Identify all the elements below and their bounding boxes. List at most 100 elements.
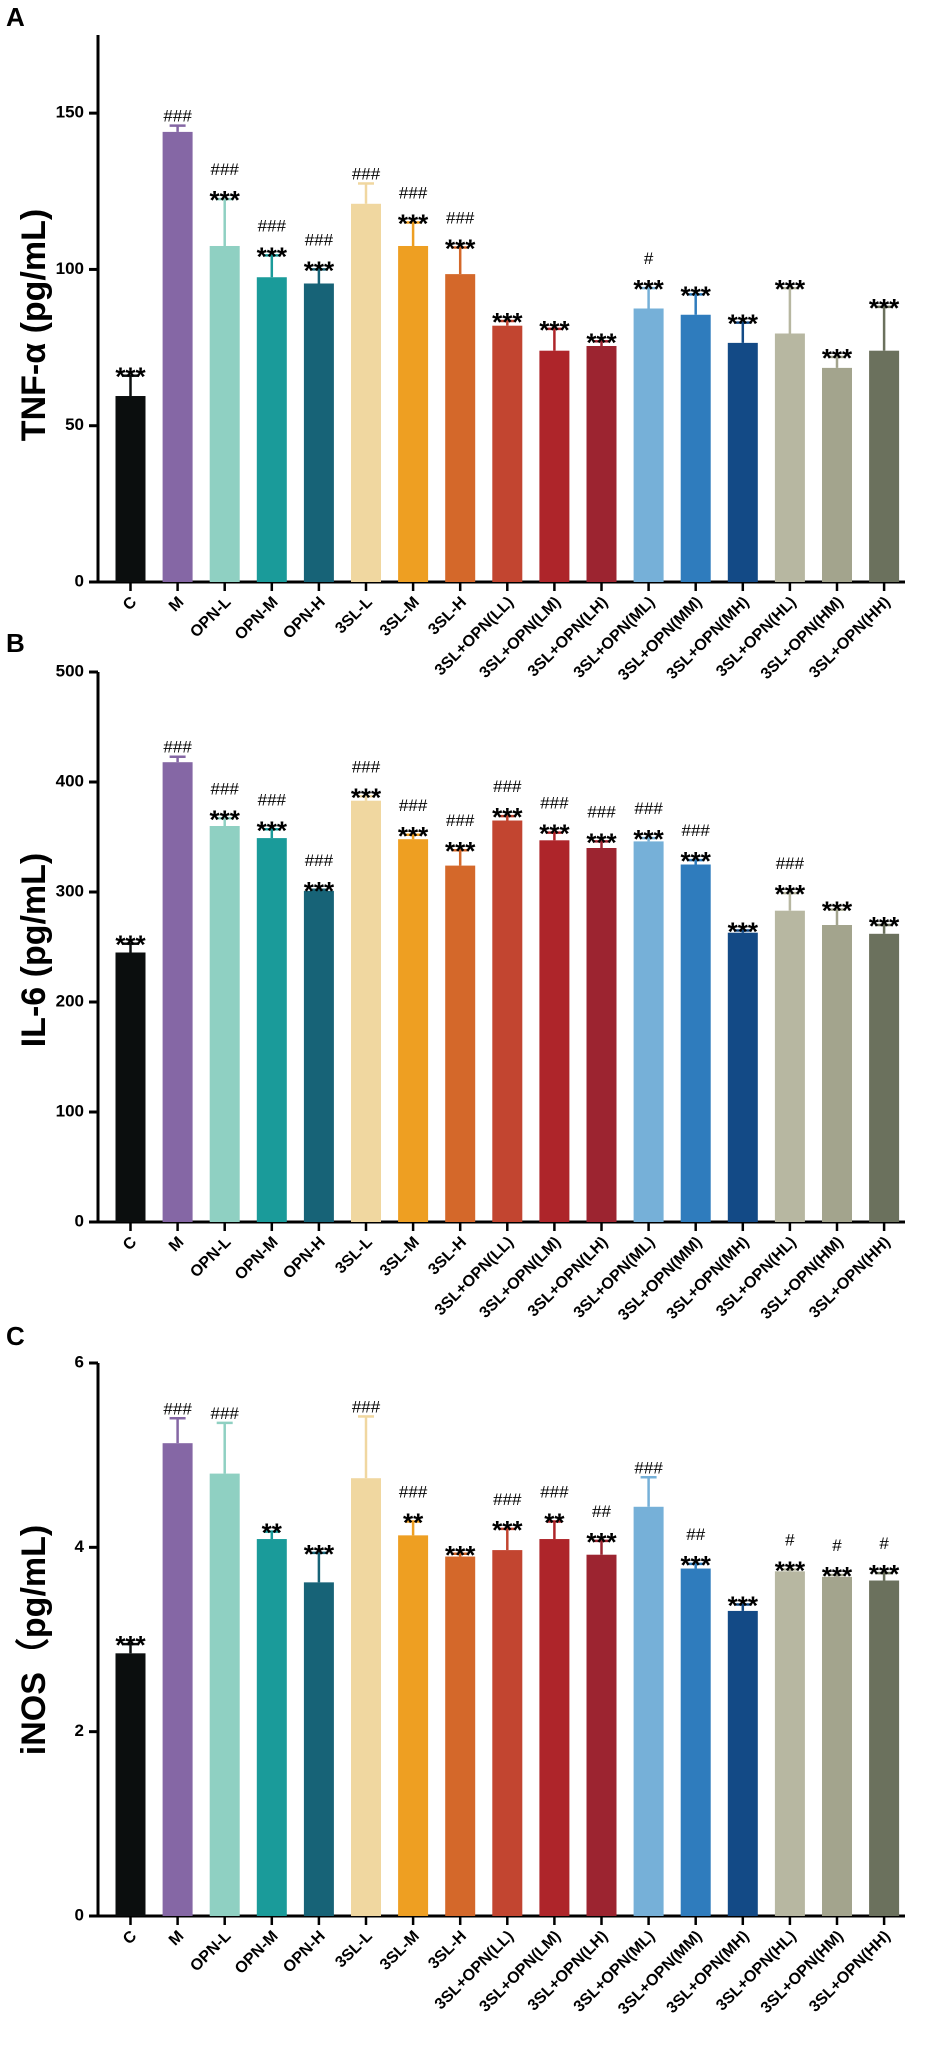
panel-c-significance-hash: #: [785, 1530, 795, 1549]
panel-b-significance-hash: ###: [163, 738, 192, 757]
panel-a-significance-hash: ###: [399, 184, 428, 203]
panel-a-bar: [445, 274, 476, 582]
panel-a-y-tick-label: 100: [56, 259, 84, 278]
panel-c-bar: [162, 1443, 193, 1916]
panel-b-x-tick-label: C: [120, 1233, 141, 1254]
panel-b-bar: [115, 952, 146, 1222]
panel-c-x-tick-label: 3SL-M: [377, 1928, 423, 1974]
panel-b-x-tick-label: 3SL+OPN(HM): [758, 1234, 847, 1323]
panel-b-x-tick-label: OPN-L: [187, 1234, 234, 1281]
panel-b-bar: [822, 925, 852, 1222]
panel-c-x-tick-label: C: [120, 1927, 141, 1948]
panel-a-significance-stars: ***: [539, 315, 570, 345]
panel-c-label: C: [6, 1321, 25, 1351]
panel-c-significance-stars: ***: [775, 1555, 806, 1585]
panel-c-significance-hash: ###: [211, 1404, 240, 1423]
panel-b-x-tick-label: M: [166, 1234, 187, 1255]
panel-b-significance-hash: ###: [776, 854, 805, 873]
panel-a-x-tick-label: 3SL-H: [425, 594, 470, 639]
panel-c-x-tick-label: M: [166, 1928, 187, 1949]
panel-a-x-tick-label: 3SL+OPN(HM): [758, 594, 847, 683]
panel-b-x-tick-label: 3SL-M: [377, 1234, 423, 1280]
panel-a-significance-stars: ***: [681, 280, 712, 310]
panel-a-x-tick-label: OPN-L: [187, 594, 234, 641]
panel-c-significance-stars: ***: [115, 1630, 146, 1660]
panel-b-significance-hash: ###: [634, 799, 663, 818]
panel-a-significance-stars: ***: [492, 307, 523, 337]
panel-a-x-tick-label: 3SL+OPN(MH): [664, 594, 753, 683]
panel-c-bar: [492, 1550, 523, 1916]
panel-b-x-tick-label: OPN-H: [280, 1234, 328, 1282]
panel-b-significance-stars: ***: [633, 824, 664, 854]
panel-a-bar: [869, 350, 900, 582]
panel-c-significance-hash: ##: [686, 1525, 705, 1544]
panel-c-bar: [633, 1506, 664, 1916]
panel-c-significance-hash: ###: [399, 1483, 428, 1502]
panel-c-significance-stars: ***: [822, 1561, 853, 1591]
panel-b-significance-stars: ***: [539, 819, 570, 849]
panel-b-significance-hash: ###: [587, 802, 616, 821]
panel-a-significance-hash: ###: [163, 107, 192, 126]
panel-c-bar: [398, 1535, 429, 1916]
panel-b-bar: [680, 864, 711, 1222]
panel-b-significance-stars: ***: [492, 802, 523, 832]
panel-a-significance-hash: ###: [258, 216, 287, 235]
panel-b-x-tick-label: 3SL+OPN(MM): [615, 1234, 705, 1324]
panel-c-bar: [727, 1610, 758, 1916]
panel-c-significance-hash: ##: [592, 1502, 611, 1521]
panel-c-bar: [115, 1653, 146, 1916]
panel-c-significance-hash: ###: [163, 1399, 192, 1418]
panel-c-significance-hash: #: [879, 1534, 889, 1553]
panel-a-significance-stars: ***: [304, 255, 335, 285]
panel-b-y-tick-label: 300: [56, 881, 84, 900]
panel-b-significance-stars: ***: [869, 911, 900, 941]
panel-b-x-tick-label: 3SL+OPN(ML): [571, 1234, 659, 1322]
panel-c-x-tick-label: OPN-H: [280, 1928, 328, 1976]
panel-c-x-tick-label: OPN-L: [187, 1928, 234, 1975]
panel-b-significance-hash: ###: [446, 811, 475, 830]
panel-b-significance-hash: ###: [540, 794, 569, 813]
panel-b-bar: [445, 865, 476, 1222]
panel-b-significance-stars: ***: [822, 896, 853, 926]
panel-a-x-tick-label: OPN-H: [280, 594, 328, 642]
panel-a-bar: [586, 346, 617, 582]
panel-b-significance-hash: ###: [305, 851, 334, 870]
panel-b-y-tick-label: 400: [56, 771, 84, 790]
panel-c-y-axis-label: iNOS（pg/mL): [14, 1525, 53, 1755]
panel-b-y-tick-label: 100: [56, 1101, 84, 1120]
panel-a-significance-stars: ***: [586, 327, 617, 357]
panel-a-x-tick-label: 3SL-L: [332, 594, 376, 638]
panel-c-significance-stars: ***: [445, 1540, 476, 1570]
panel-c-x-tick-label: 3SL+OPN(ML): [571, 1928, 659, 2016]
panel-b-x-tick-label: 3SL+OPN(MH): [664, 1234, 753, 1323]
panel-b-x-tick-label: 3SL+OPN(HL): [713, 1234, 800, 1321]
panel-a-bar: [303, 283, 334, 582]
panel-c-x-tick-label: 3SL-H: [425, 1928, 470, 1973]
panel-c-y-tick-label: 2: [75, 1721, 84, 1740]
panel-b-x-tick-label: 3SL+OPN(LH): [525, 1234, 612, 1321]
panel-b-x-tick-label: 3SL+OPN(LM): [476, 1234, 564, 1322]
panel-c-y-tick-label: 0: [75, 1905, 84, 1924]
panel-a-bar: [256, 277, 287, 582]
panel-a-x-tick-label: 3SL+OPN(ML): [571, 594, 659, 682]
panel-c-bar: [586, 1554, 617, 1916]
panel-b-bar: [162, 762, 193, 1222]
panel-a-significance-stars: ***: [869, 293, 900, 323]
panel-c-significance-hash: #: [832, 1536, 842, 1555]
panel-c-significance-stars: ***: [304, 1539, 335, 1569]
panel-c-x-tick-label: 3SL-L: [332, 1928, 376, 1972]
panel-b-significance-stars: ***: [398, 821, 429, 851]
panel-a-bar: [162, 131, 193, 582]
panel-b-bar: [633, 841, 664, 1222]
panel-c-bar: [822, 1576, 852, 1916]
panel-c-x-tick-label: 3SL+OPN(HH): [806, 1928, 894, 2016]
panel-a-x-tick-label: 3SL-M: [377, 594, 423, 640]
panel-a-x-tick-label: 3SL+OPN(LH): [525, 594, 612, 681]
panel-b-bar: [303, 890, 334, 1222]
panel-a-significance-stars: ***: [775, 274, 806, 304]
panel-b-x-tick-label: 3SL-H: [425, 1234, 470, 1279]
panel-c-bar: [256, 1539, 287, 1916]
panel-a-y-tick-label: 150: [56, 103, 84, 122]
panel-c-significance-stars: ***: [681, 1550, 712, 1580]
panel-a-x-tick-label: M: [166, 594, 187, 615]
